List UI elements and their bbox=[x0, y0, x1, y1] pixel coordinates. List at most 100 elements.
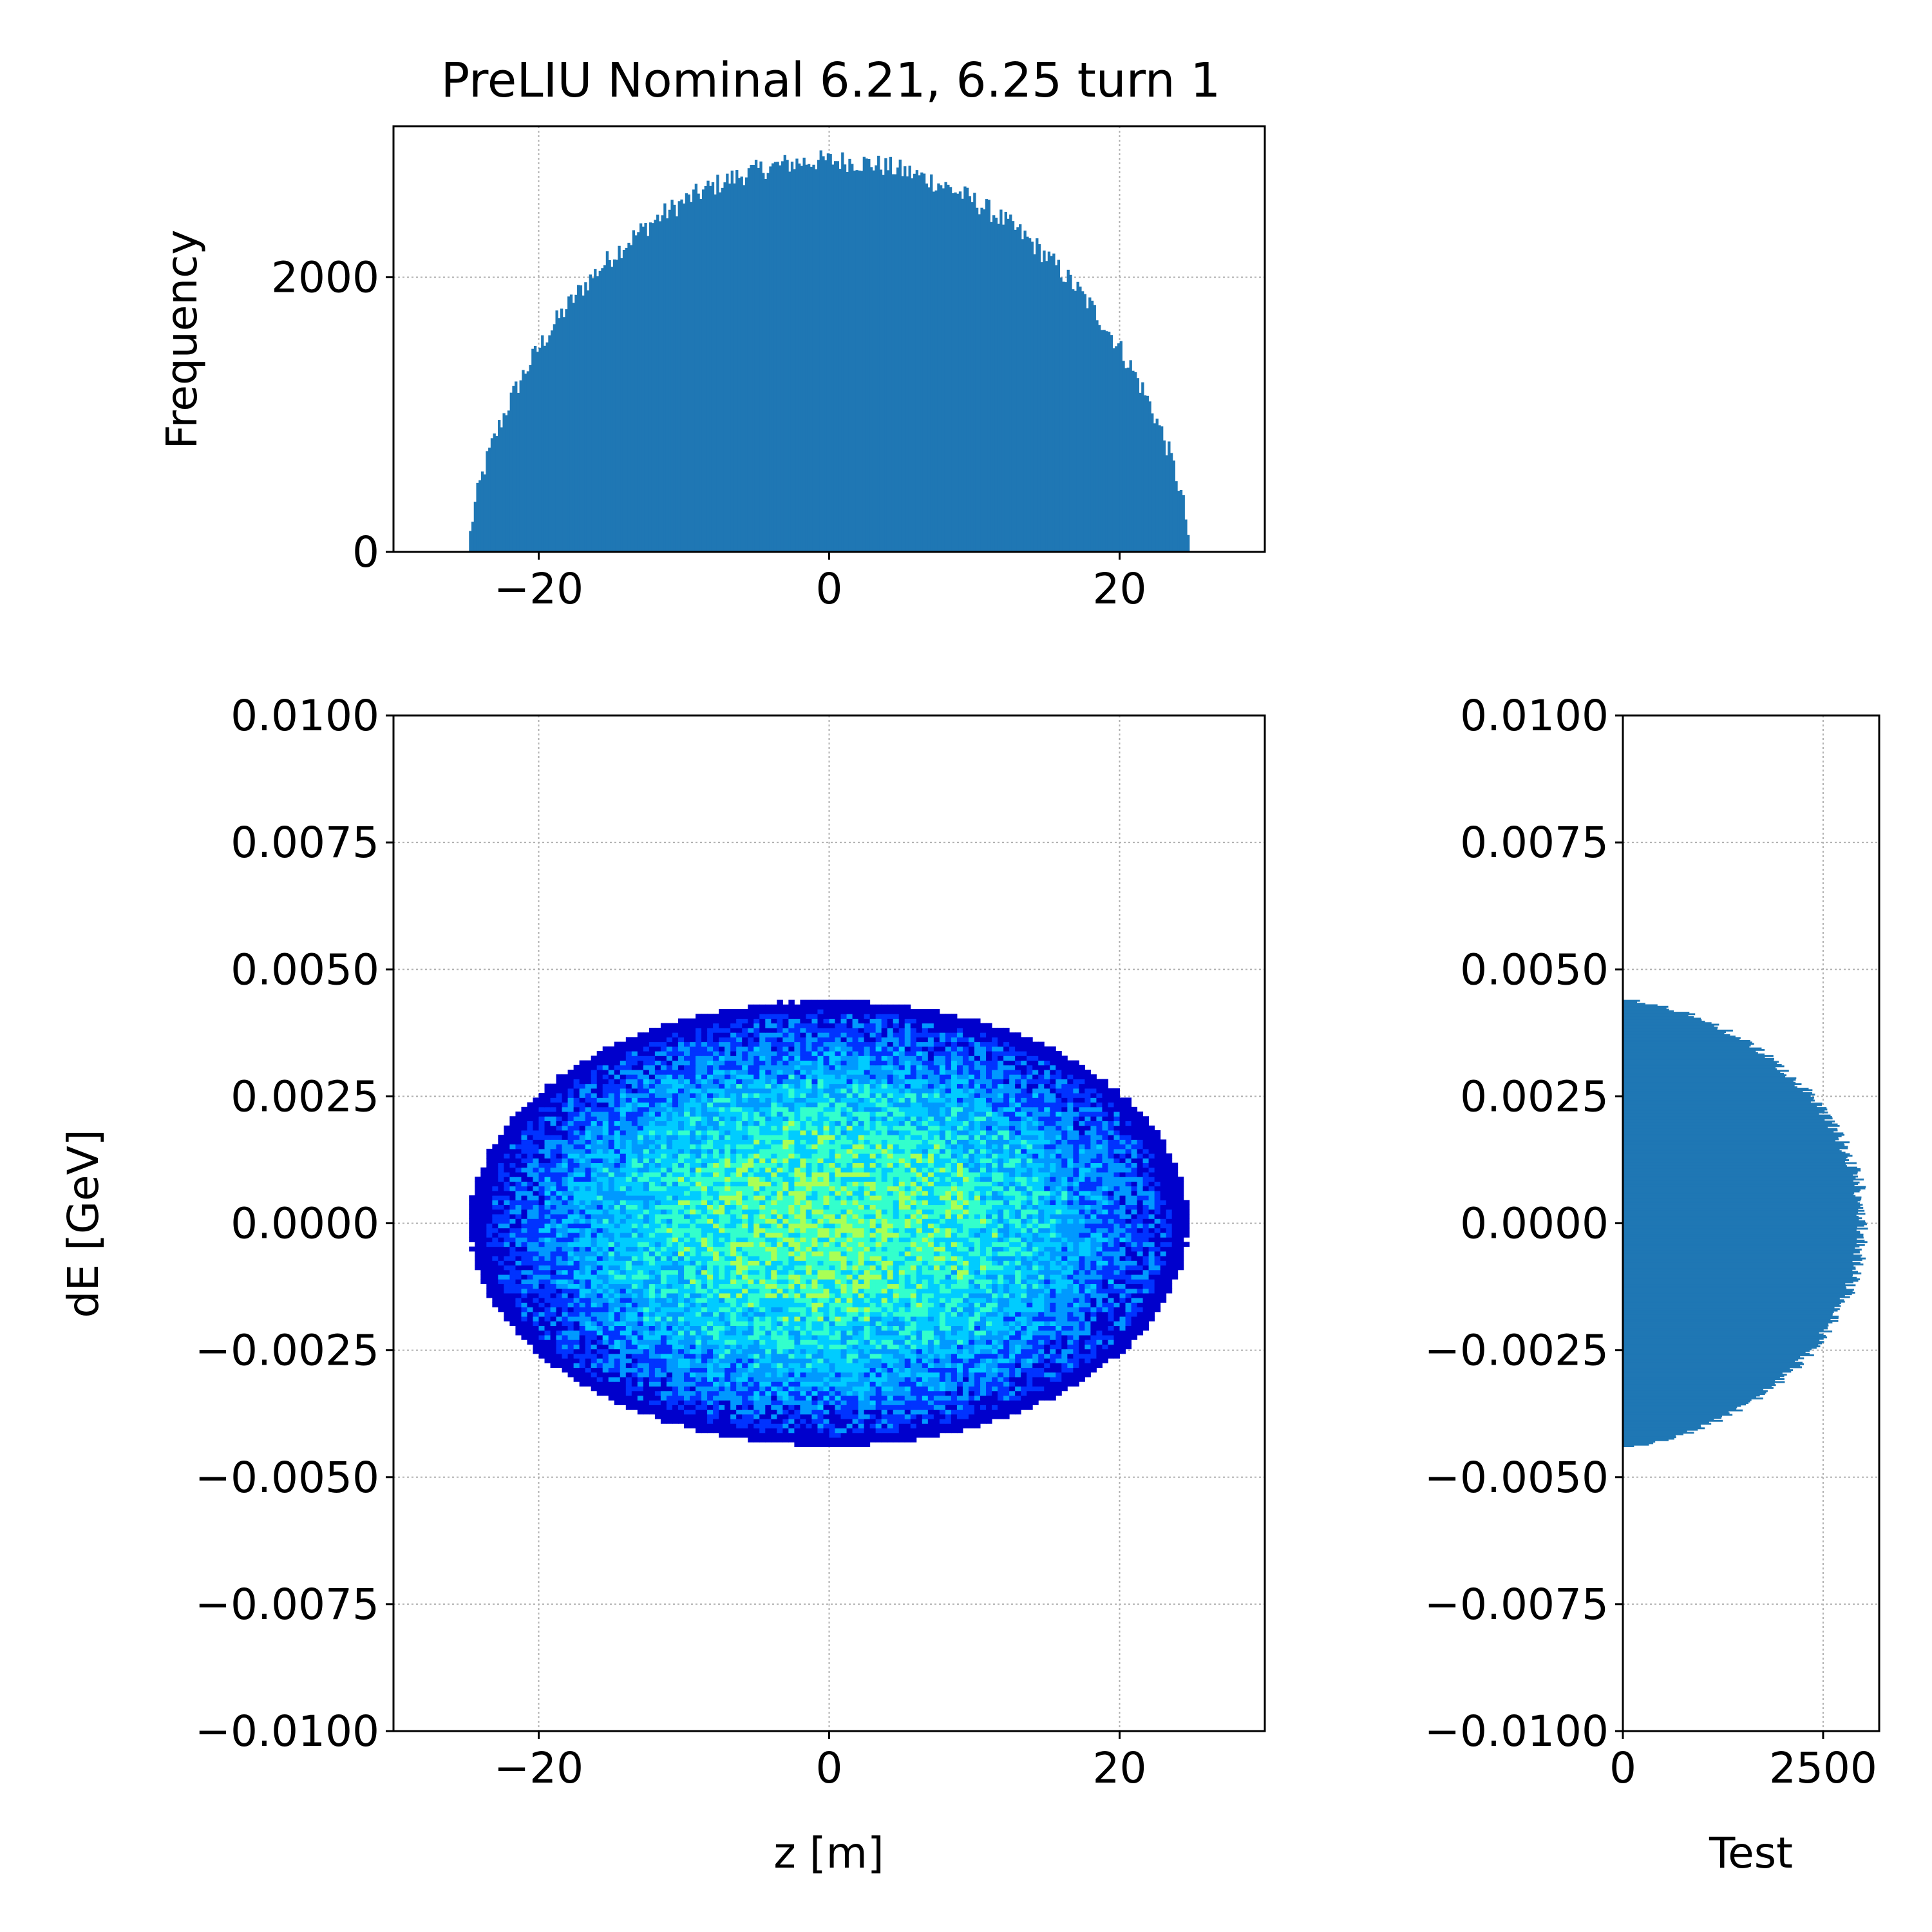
heatmap-cell bbox=[475, 1265, 481, 1271]
heatmap-cell bbox=[869, 1432, 876, 1438]
heatmap-cell bbox=[1148, 1279, 1155, 1284]
heatmap-cell bbox=[753, 1293, 760, 1298]
heatmap-cell bbox=[1177, 1260, 1184, 1266]
heatmap-cell bbox=[887, 1390, 894, 1396]
heatmap-cell bbox=[916, 1367, 923, 1373]
heatmap-cell bbox=[707, 1358, 714, 1363]
heatmap-cell bbox=[666, 1293, 673, 1298]
heatmap-cell bbox=[654, 1227, 661, 1233]
heatmap-cell bbox=[986, 1381, 992, 1387]
heatmap-cell bbox=[677, 1419, 685, 1424]
heatmap-cell bbox=[759, 1288, 766, 1294]
heatmap-cell bbox=[980, 1316, 987, 1321]
heatmap-cell bbox=[1177, 1227, 1184, 1233]
heatmap-cell bbox=[945, 1344, 952, 1350]
heatmap-cell bbox=[1113, 1246, 1120, 1252]
heatmap-cell bbox=[916, 1288, 923, 1294]
heatmap-cell bbox=[992, 1325, 998, 1331]
heatmap-cell bbox=[1003, 1363, 1010, 1368]
heatmap-cell bbox=[956, 1414, 963, 1419]
heatmap-cell bbox=[817, 1227, 824, 1233]
heatmap-cell bbox=[486, 1246, 493, 1252]
heatmap-cell bbox=[498, 1218, 504, 1224]
heatmap-cell bbox=[573, 1325, 580, 1331]
top-bar bbox=[1187, 535, 1190, 552]
heatmap-cell bbox=[1067, 1334, 1074, 1340]
heatmap-cell bbox=[608, 1256, 615, 1261]
heatmap-cell bbox=[893, 1260, 900, 1266]
heatmap-cell bbox=[782, 1293, 789, 1298]
heatmap-cell bbox=[1050, 1283, 1056, 1289]
heatmap-cell bbox=[811, 1316, 818, 1321]
heatmap-cell bbox=[1067, 1283, 1074, 1289]
heatmap-cell bbox=[1131, 1269, 1138, 1275]
heatmap-cell bbox=[1108, 1302, 1114, 1308]
heatmap-cell bbox=[1050, 1269, 1056, 1275]
heatmap-cell bbox=[846, 1279, 853, 1284]
heatmap-cell bbox=[858, 1353, 865, 1359]
heatmap-cell bbox=[631, 1340, 638, 1345]
heatmap-cell bbox=[1067, 1223, 1074, 1229]
heatmap-cell bbox=[823, 1283, 829, 1289]
heatmap-cell bbox=[881, 1340, 888, 1345]
heatmap-cell bbox=[800, 1334, 806, 1340]
heatmap-cell bbox=[573, 1223, 580, 1229]
heatmap-cell bbox=[771, 1283, 777, 1289]
heatmap-cell bbox=[1021, 1269, 1027, 1275]
heatmap-cell bbox=[869, 1400, 876, 1405]
heatmap-cell bbox=[748, 1316, 754, 1321]
heatmap-cell bbox=[1084, 1283, 1091, 1289]
heatmap-cell bbox=[852, 1316, 859, 1321]
heatmap-cell bbox=[753, 1377, 760, 1382]
heatmap-cell bbox=[933, 1395, 940, 1401]
top-bar bbox=[769, 166, 772, 552]
heatmap-cell bbox=[1067, 1269, 1074, 1275]
heatmap-cell bbox=[974, 1353, 981, 1359]
heatmap-cell bbox=[620, 1377, 627, 1382]
heatmap-cell bbox=[1154, 1223, 1161, 1229]
heatmap-cell bbox=[1079, 1269, 1085, 1275]
heatmap-cell bbox=[521, 1242, 527, 1247]
heatmap-cell bbox=[927, 1242, 934, 1247]
heatmap-cell bbox=[1131, 1260, 1138, 1266]
heatmap-cell bbox=[1009, 1372, 1016, 1378]
heatmap-cell bbox=[1009, 1344, 1016, 1350]
heatmap-cell bbox=[922, 1232, 929, 1238]
heatmap-cell bbox=[649, 1298, 656, 1303]
heatmap-cell bbox=[968, 1302, 975, 1308]
heatmap-cell bbox=[1050, 1372, 1056, 1378]
heatmap-cell bbox=[509, 1256, 516, 1261]
heatmap-cell bbox=[1131, 1227, 1138, 1233]
heatmap-cell bbox=[1113, 1251, 1120, 1256]
heatmap-cell bbox=[533, 1298, 539, 1303]
heatmap-cell bbox=[986, 1274, 992, 1280]
heatmap-cell bbox=[1096, 1330, 1103, 1336]
heatmap-cell bbox=[1032, 1334, 1039, 1340]
heatmap-cell bbox=[1044, 1246, 1050, 1252]
heatmap-cell bbox=[759, 1265, 766, 1271]
heatmap-cell bbox=[811, 1405, 818, 1410]
heatmap-cell bbox=[1061, 1302, 1068, 1308]
heatmap-cell bbox=[573, 1334, 580, 1340]
heatmap-cell bbox=[968, 1283, 975, 1289]
heatmap-cell bbox=[1084, 1256, 1091, 1261]
heatmap-cell bbox=[625, 1363, 632, 1368]
heatmap-cell bbox=[788, 1432, 795, 1438]
heatmap-cell bbox=[823, 1293, 829, 1298]
heatmap-cell bbox=[869, 1340, 876, 1345]
heatmap-cell bbox=[1073, 1256, 1079, 1261]
heatmap-cell bbox=[1125, 1307, 1132, 1312]
heatmap-cell bbox=[945, 1358, 952, 1363]
heatmap-cell bbox=[922, 1334, 929, 1340]
heatmap-cell bbox=[811, 1265, 818, 1271]
heatmap-cell bbox=[1050, 1325, 1056, 1331]
heatmap-cell bbox=[707, 1242, 714, 1247]
heatmap-cell bbox=[643, 1377, 650, 1382]
top-bar bbox=[654, 220, 657, 552]
heatmap-cell bbox=[625, 1232, 632, 1238]
heatmap-cell bbox=[777, 1428, 783, 1434]
heatmap-cell bbox=[887, 1302, 894, 1308]
heatmap-cell bbox=[887, 1428, 894, 1434]
heatmap-cell bbox=[962, 1349, 969, 1354]
heatmap-cell bbox=[904, 1330, 911, 1336]
